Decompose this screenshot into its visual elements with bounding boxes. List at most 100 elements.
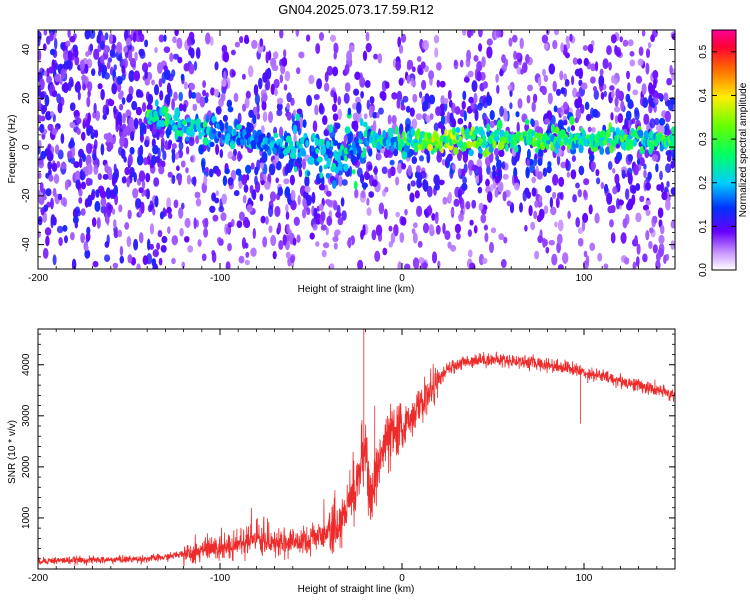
heatmap-cell — [582, 212, 589, 223]
heatmap-cell — [230, 49, 236, 56]
heatmap-cell — [257, 45, 263, 54]
heatmap-cell — [64, 235, 68, 244]
heatmap-cell — [612, 186, 618, 195]
heatmap-cell — [473, 92, 478, 104]
heatmap-cell — [330, 34, 336, 42]
heatmap-cell — [134, 51, 138, 62]
heatmap-cell — [660, 182, 664, 193]
heatmap-cell — [133, 238, 139, 251]
heatmap-cell — [60, 68, 66, 80]
heatmap-cell — [635, 212, 642, 223]
heatmap-cell — [130, 57, 136, 68]
snr-ylabel: SNR (10 * v/v) — [7, 420, 18, 484]
heatmap-cell — [627, 154, 633, 162]
heatmap-cell — [478, 147, 483, 154]
heatmap-cell — [410, 77, 415, 87]
heatmap-cell — [494, 129, 500, 138]
heatmap-cell — [360, 229, 364, 240]
heatmap-cell — [652, 70, 659, 80]
heatmap-cell — [635, 75, 643, 84]
heatmap-cell — [399, 232, 405, 244]
heatmap-cell — [93, 52, 99, 59]
heatmap-cell — [174, 30, 179, 36]
heatmap-cell — [415, 171, 419, 179]
heatmap-cell — [147, 61, 152, 68]
heatmap-cell — [104, 254, 111, 262]
heatmap-cell — [197, 239, 202, 247]
heatmap-cell — [130, 131, 135, 141]
heatmap-cell — [118, 204, 123, 213]
heatmap-cell — [89, 43, 94, 52]
heatmap-cell — [486, 38, 493, 46]
heatmap-cell — [390, 232, 396, 244]
heatmap-cell — [311, 132, 316, 140]
heatmap-cell — [106, 61, 111, 70]
heatmap-cell — [642, 253, 648, 263]
heatmap-cell — [652, 244, 658, 254]
heatmap-cell — [333, 42, 339, 54]
heatmap-cell — [212, 128, 216, 134]
heatmap-cell — [38, 85, 41, 97]
heatmap-cell — [216, 168, 221, 177]
heatmap-cell — [308, 74, 315, 85]
heatmap-cell — [440, 115, 446, 125]
heatmap-cell — [372, 112, 378, 119]
heatmap-cell — [164, 69, 171, 81]
heatmap-cell — [111, 43, 116, 50]
heatmap-cell — [84, 249, 91, 259]
heatmap-cell — [656, 93, 663, 99]
heatmap-cell — [555, 197, 560, 209]
heatmap-cell — [401, 150, 408, 160]
heatmap-cell — [486, 95, 493, 106]
y-tick-label: 40 — [21, 44, 32, 56]
heatmap-cell — [641, 83, 647, 95]
heatmap-cell — [547, 92, 553, 105]
heatmap-cell — [418, 257, 425, 264]
heatmap-cell — [239, 36, 244, 44]
heatmap-cell — [188, 82, 196, 91]
heatmap-cell — [244, 219, 251, 229]
heatmap-cell — [559, 70, 564, 81]
heatmap-cell — [76, 81, 81, 87]
spectrogram-frame — [37, 29, 676, 270]
heatmap-cell — [159, 127, 164, 135]
heatmap-cell — [92, 111, 97, 119]
heatmap-cell — [443, 98, 449, 104]
heatmap-cell — [356, 145, 362, 154]
heatmap-cell — [606, 192, 613, 205]
heatmap-cell — [503, 236, 508, 244]
heatmap-cell — [571, 155, 577, 163]
heatmap-cell — [637, 58, 644, 66]
heatmap-cell — [70, 232, 75, 241]
heatmap-cell — [171, 98, 175, 111]
heatmap-cell — [242, 73, 246, 80]
heatmap-cell — [624, 257, 630, 265]
heatmap-cell — [494, 175, 501, 184]
heatmap-cell — [92, 260, 99, 268]
heatmap-cell — [347, 107, 352, 116]
heatmap-cell — [166, 82, 172, 95]
heatmap-cell — [589, 242, 595, 251]
heatmap-cell — [527, 84, 533, 92]
heatmap-cell — [537, 77, 542, 87]
heatmap-cell — [67, 150, 73, 160]
heatmap-cell — [84, 244, 89, 251]
heatmap-cell — [487, 191, 493, 203]
heatmap-cell — [293, 134, 297, 144]
heatmap-cell — [613, 77, 618, 86]
heatmap-cell — [486, 123, 491, 133]
heatmap-cell — [435, 225, 441, 235]
heatmap-cell — [575, 217, 580, 228]
heatmap-cell — [82, 83, 86, 91]
heatmap-cell — [489, 110, 495, 121]
heatmap-cell — [165, 129, 172, 136]
heatmap-cell — [85, 51, 90, 57]
heatmap-cell — [40, 209, 45, 216]
heatmap-cell — [138, 232, 144, 244]
heatmap-cell — [406, 59, 414, 70]
heatmap-cell — [495, 30, 502, 38]
heatmap-cell — [172, 36, 177, 44]
heatmap-cell — [494, 188, 499, 198]
heatmap-cell — [600, 130, 606, 139]
heatmap-cell — [590, 76, 596, 84]
